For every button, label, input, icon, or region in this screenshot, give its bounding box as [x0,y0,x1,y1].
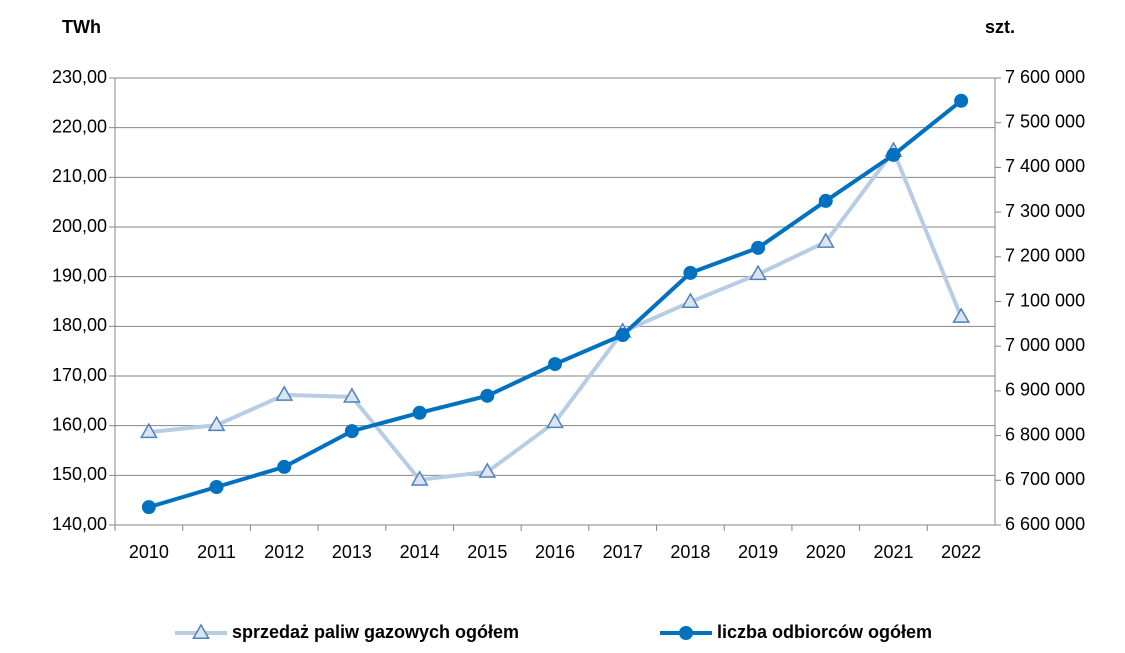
y2-tick-label: 6 900 000 [1005,380,1085,400]
y2-axis-title: szt. [985,17,1015,37]
point [749,264,767,281]
y-tick-label: 160,00 [52,414,107,434]
y-tick-label: 230,00 [52,67,107,87]
y-tick-label: 140,00 [52,514,107,534]
y-tick-label: 190,00 [52,265,107,285]
y2-tick-label: 7 200 000 [1005,246,1085,266]
x-tick-label: 2016 [535,542,575,562]
x-tick-label: 2021 [873,542,913,562]
point [546,412,564,429]
y2-tick-label: 6 700 000 [1005,469,1085,489]
y2-tick-label: 7 300 000 [1005,201,1085,221]
x-tick-label: 2022 [941,542,981,562]
y-tick-label: 180,00 [52,315,107,335]
x-tick-label: 2012 [264,542,304,562]
point [615,328,630,343]
y-tick-label: 220,00 [52,116,107,136]
point [818,193,833,208]
legend-marker [192,623,210,639]
x-tick-label: 2014 [400,542,440,562]
x-tick-label: 2011 [197,542,236,562]
point [141,500,156,515]
point [277,459,292,474]
x-tick-label: 2017 [603,542,643,562]
point [412,405,427,420]
y2-tick-label: 7 500 000 [1005,111,1085,131]
legend-label: sprzedaż paliw gazowych ogółem [232,622,519,642]
y-tick-label: 170,00 [52,365,107,385]
legend-marker [679,626,693,640]
point [681,292,700,308]
legend-label: liczba odbiorców ogółem [717,622,932,642]
point [683,265,698,280]
point [344,424,359,439]
y2-tick-label: 7 600 000 [1005,67,1085,87]
x-tick-label: 2020 [806,542,846,562]
point [751,240,766,255]
y-tick-label: 210,00 [52,166,107,186]
series-line [148,149,964,482]
y-tick-label: 150,00 [52,464,107,484]
y2-tick-label: 6 800 000 [1005,424,1085,444]
x-tick-label: 2018 [670,542,710,562]
point [548,357,562,372]
y2-tick-label: 7 400 000 [1005,156,1085,176]
point [478,462,497,478]
point [343,387,361,403]
point [480,388,495,403]
y2-tick-label: 7 100 000 [1005,290,1085,310]
y2-tick-label: 6 600 000 [1005,514,1085,534]
x-tick-label: 2019 [738,542,778,562]
point [952,307,971,323]
y-axis-title: TWh [62,17,101,37]
point [816,232,835,248]
point [410,470,429,486]
y-tick-label: 200,00 [52,216,107,236]
y2-tick-label: 7 000 000 [1005,335,1085,355]
x-tick-label: 2015 [467,542,507,562]
point [954,93,969,108]
point [275,385,294,401]
point [886,147,901,162]
point [139,422,158,439]
series-line [148,99,963,510]
point [207,415,226,432]
x-tick-label: 2013 [332,542,372,562]
x-tick-label: 2010 [129,542,169,562]
point [209,480,224,495]
